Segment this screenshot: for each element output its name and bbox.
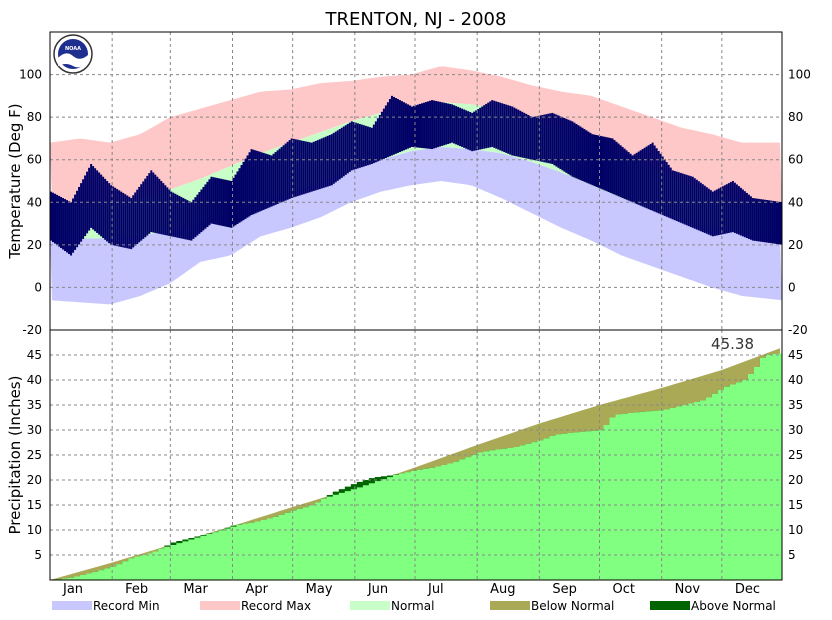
month-tick-label: Feb xyxy=(125,582,148,597)
precip-tick-label-right: 25 xyxy=(788,448,803,462)
legend-label: Record Min xyxy=(93,599,160,613)
legend-swatch xyxy=(200,601,240,610)
temp-tick-label-right: 100 xyxy=(788,68,811,82)
precip-tick-label-left: 40 xyxy=(27,373,42,387)
temp-tick-label-right: 0 xyxy=(788,280,796,294)
legend-swatch xyxy=(490,601,530,610)
precip-frame xyxy=(49,329,783,581)
temp-tick-label-right: 80 xyxy=(788,110,803,124)
precip-tick-label-right: 35 xyxy=(788,398,803,412)
month-tick-label: Sep xyxy=(552,582,577,597)
month-tick-label: Jul xyxy=(427,582,444,597)
legend: Record Min Record Max Normal Below Normal Ab… xyxy=(52,599,776,613)
precip-tick-label-right: 15 xyxy=(788,498,803,512)
legend-swatch xyxy=(52,601,92,610)
legend-label: Above Normal xyxy=(691,599,776,613)
month-tick-label: Aug xyxy=(490,582,515,597)
precip-tick-label-right: 40 xyxy=(788,373,803,387)
month-tick-label: Nov xyxy=(675,582,701,597)
legend-label: Record Max xyxy=(241,599,311,613)
temp-tick-label-left: 20 xyxy=(27,238,42,252)
month-tick-label: Jan xyxy=(62,582,83,597)
precip-tick-label-left: 35 xyxy=(27,398,42,412)
temp-tick-label-right: 40 xyxy=(788,195,803,209)
month-tick-label: Apr xyxy=(245,582,268,597)
month-axis: Jan Feb Mar Apr May Jun Jul Aug Sep Oct Nov Dec xyxy=(62,582,760,597)
logo-text: NOAA xyxy=(65,46,81,52)
month-tick-label: Oct xyxy=(613,582,635,597)
precip-tick-label-left: 20 xyxy=(27,473,42,487)
precip-tick-label-left: 25 xyxy=(27,448,42,462)
legend-swatch xyxy=(350,601,390,610)
precip-tick-label-left: 5 xyxy=(34,548,42,562)
precip-tick-label-left: 15 xyxy=(27,498,42,512)
precip-tick-label-right: 45 xyxy=(788,348,803,362)
legend-label: Normal xyxy=(391,599,434,613)
month-tick-label: Dec xyxy=(735,582,760,597)
record-max-area xyxy=(50,66,782,205)
month-tick-label: Jun xyxy=(367,582,388,597)
temp-tick-label-left: 40 xyxy=(27,195,42,209)
temp-axis-label: Temperature (Deg F) xyxy=(6,103,24,259)
precip-tick-label-right: 5 xyxy=(788,548,796,562)
precip-tick-label-left: 30 xyxy=(27,423,42,437)
precip-tick-label-left: 10 xyxy=(27,523,42,537)
temp-tick-label-right: 20 xyxy=(788,238,803,252)
precip-tick-label-right: 30 xyxy=(788,423,803,437)
month-tick-label: Mar xyxy=(183,582,208,597)
temperature-panel: -20 -20 0 0 20 20 40 40 60 60 80 80 100 100 Temperatur… xyxy=(6,31,811,337)
temp-tick-label-left: 60 xyxy=(27,153,42,167)
precip-observed-area xyxy=(50,353,782,580)
record-min-area xyxy=(50,147,782,305)
precip-tick-label-left: 45 xyxy=(27,348,42,362)
chart-title: TRENTON, NJ - 2008 xyxy=(325,9,507,30)
precip-total-annotation: 45.38 xyxy=(711,335,754,353)
temp-tick-label-left: -20 xyxy=(22,323,42,337)
temp-tick-label-right: -20 xyxy=(788,323,808,337)
temp-tick-label-left: 0 xyxy=(34,280,42,294)
precip-tick-label-right: 20 xyxy=(788,473,803,487)
month-tick-label: May xyxy=(306,582,333,597)
temp-tick-label-left: 80 xyxy=(27,110,42,124)
temp-tick-label-left: 100 xyxy=(19,68,42,82)
noaa-logo: NOAA xyxy=(53,34,93,74)
precip-tick-label-right: 10 xyxy=(788,523,803,537)
temp-tick-label-right: 60 xyxy=(788,153,803,167)
precip-axis-label: Precipitation (Inches) xyxy=(6,376,24,535)
legend-swatch xyxy=(650,601,690,610)
legend-label: Below Normal xyxy=(531,599,614,613)
